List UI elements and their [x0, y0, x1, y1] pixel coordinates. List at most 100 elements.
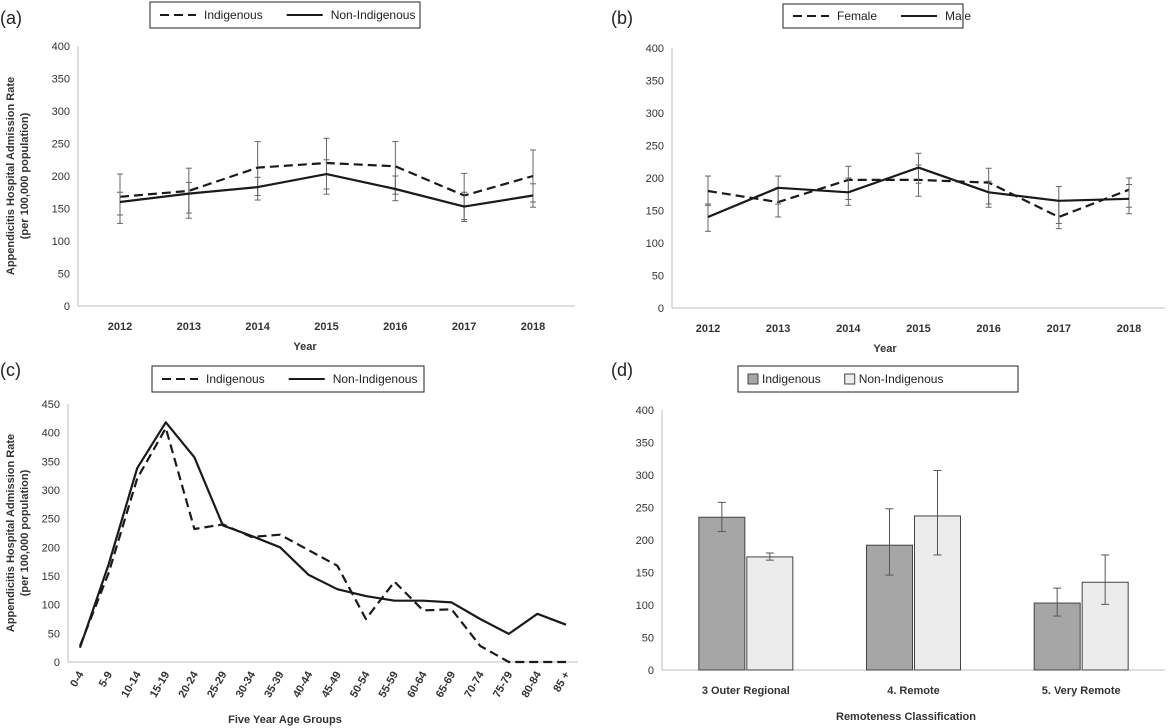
chart-panel-2: (c) 0 50 100 150 200 250 300 350 400 450 Appendicit…: [0, 360, 578, 726]
x-tick-label: 65-69: [434, 670, 458, 700]
y-axis-title: (per 100,000 population): [19, 469, 31, 596]
x-tick-label: 2015: [906, 323, 930, 335]
series-line: [78, 421, 567, 649]
y-tick-label: 50: [48, 628, 60, 640]
y-tick-label: 100: [42, 600, 60, 612]
bar: [746, 556, 794, 671]
legend-panel-0: Indigenous Non-Indigenous: [149, 1, 421, 29]
x-tick-label: 5-9: [97, 670, 115, 690]
y-tick-label: 150: [52, 204, 70, 216]
x-tick-label: 2012: [696, 323, 720, 335]
x-tick-label: 2018: [1117, 323, 1141, 335]
x-tick-label: 85 +: [551, 670, 572, 695]
x-tick-label: 35-39: [262, 670, 286, 700]
x-tick-label: 10-14: [119, 669, 144, 700]
legend-swatch: [844, 373, 856, 385]
panel-tag: (b): [611, 8, 633, 28]
x-tick-label: 75-79: [491, 670, 515, 700]
y-tick-label: 150: [636, 568, 654, 580]
x-tick-label: 2014: [245, 321, 270, 333]
x-tick-label: 0-4: [68, 669, 87, 690]
y-tick-label: 400: [52, 41, 70, 53]
x-tick-label: 2013: [766, 323, 790, 335]
y-tick-label: 100: [646, 238, 664, 250]
legend-label: Indigenous: [204, 8, 263, 22]
y-tick-label: 100: [636, 600, 654, 612]
x-tick-label: 2013: [177, 321, 201, 333]
y-tick-label: 150: [42, 571, 60, 583]
x-tick-label: 40-44: [291, 669, 316, 700]
chart-panel-0: (a) 0 50 100 150 200 250 300 350 400 Appendicitis …: [0, 8, 575, 353]
x-tick-label: 80-84: [520, 669, 545, 700]
y-axis-title: Appendicitis Hospital Admission Rate: [5, 434, 17, 632]
x-tick-label: 2014: [836, 323, 861, 335]
chart-panel-3: (d) 0 50 100 150 200 250 300 350 400 Remoteness Cl…: [611, 360, 1165, 723]
panel-tag: (c): [0, 360, 21, 380]
y-tick-label: 300: [52, 106, 70, 118]
legend-panel-3: Indigenous Non-Indigenous: [737, 365, 1019, 393]
y-tick-label: 400: [646, 43, 664, 55]
chart-panel-1: (b) 0 50 100 150 200 250 300 350 400 Year 2012 2013 2…: [611, 8, 1165, 355]
y-tick-label: 250: [636, 503, 654, 515]
bar: [698, 516, 746, 671]
x-tick-label: 2016: [976, 323, 1000, 335]
y-tick-label: 350: [52, 74, 70, 86]
legend-panel-1: Female Male: [782, 3, 971, 29]
x-tick-label: 25-29: [205, 670, 229, 700]
y-tick-label: 150: [646, 206, 664, 218]
legend-panel-2: Indigenous Non-Indigenous: [151, 365, 425, 393]
x-tick-label: 5. Very Remote: [1042, 685, 1121, 697]
x-axis-title: Five Year Age Groups: [228, 714, 342, 726]
y-tick-label: 250: [646, 141, 664, 153]
x-tick-label: 2018: [521, 321, 545, 333]
x-tick-label: 2015: [314, 321, 338, 333]
legend-label: Non-Indigenous: [331, 8, 416, 22]
panel-tag: (a): [0, 8, 22, 28]
x-tick-label: 45-49: [319, 670, 343, 700]
x-tick-label: 15-19: [148, 670, 172, 700]
legend-swatch: [747, 373, 759, 385]
y-tick-label: 200: [52, 171, 70, 183]
x-axis-title: Year: [873, 343, 897, 355]
y-tick-label: 350: [42, 456, 60, 468]
y-tick-label: 250: [52, 139, 70, 151]
legend-label: Male: [945, 9, 971, 23]
legend-label: Female: [837, 9, 877, 23]
y-tick-label: 450: [42, 399, 60, 411]
series-line: [78, 427, 566, 664]
series-line: [707, 166, 1130, 219]
legend-label: Indigenous: [206, 372, 265, 386]
x-tick-label: 4. Remote: [887, 685, 940, 697]
x-tick-label: 70-74: [462, 669, 487, 700]
y-axis-title: Appendicitis Hospital Admission Rate: [5, 77, 17, 275]
y-tick-label: 50: [652, 271, 664, 283]
x-tick-label: 55-59: [377, 670, 401, 700]
x-tick-label: 20-24: [176, 669, 201, 700]
y-tick-label: 200: [42, 542, 60, 554]
x-tick-label: 2016: [383, 321, 407, 333]
legend-label: Non-Indigenous: [333, 372, 418, 386]
x-tick-label: 2017: [452, 321, 476, 333]
legend-box: [737, 365, 1019, 393]
legend-label: Non-Indigenous: [859, 372, 944, 386]
y-tick-label: 400: [636, 405, 654, 417]
series-line: [119, 173, 534, 208]
panel-tag: (d): [611, 360, 633, 380]
y-tick-label: 0: [64, 301, 70, 313]
y-tick-label: 50: [58, 269, 70, 281]
y-axis-title: (per 100,000 population): [19, 112, 31, 239]
x-axis-title: Remoteness Classification: [836, 711, 976, 723]
y-tick-label: 50: [642, 633, 654, 645]
y-tick-label: 300: [646, 108, 664, 120]
x-tick-label: 60-64: [405, 669, 430, 700]
y-tick-label: 0: [658, 303, 664, 315]
y-tick-label: 300: [636, 470, 654, 482]
y-tick-label: 0: [648, 665, 654, 677]
y-tick-label: 250: [42, 514, 60, 526]
legend-label: Indigenous: [762, 372, 821, 386]
y-tick-label: 100: [52, 236, 70, 248]
x-tick-label: 2017: [1047, 323, 1071, 335]
x-tick-label: 30-34: [234, 669, 259, 700]
y-tick-label: 300: [42, 485, 60, 497]
